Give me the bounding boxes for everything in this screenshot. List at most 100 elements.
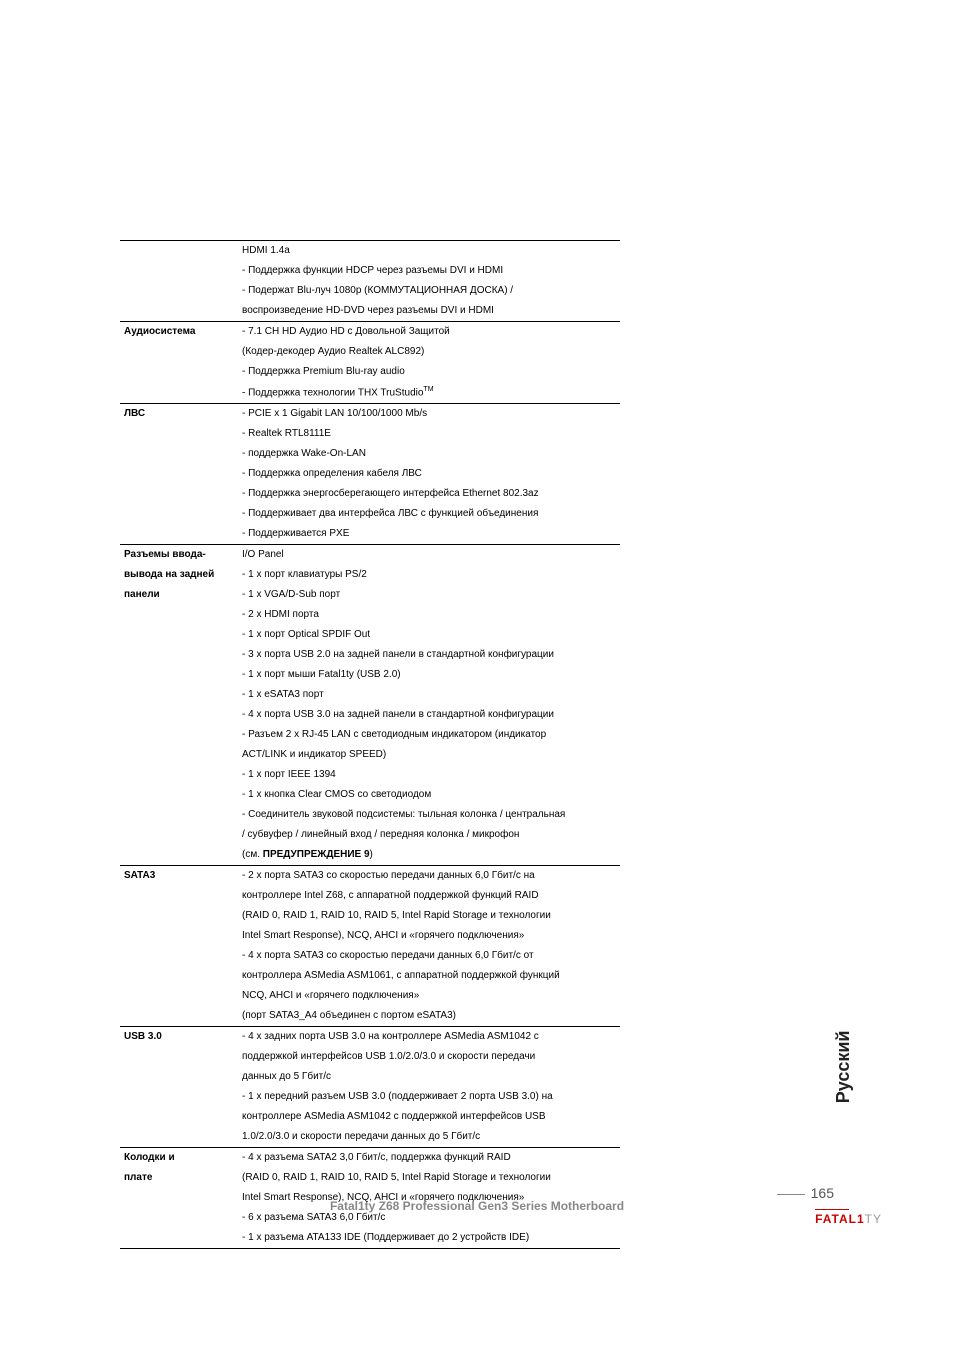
spec-row: - 4 x порта SATA3 со скоростью передачи … (120, 946, 620, 966)
spec-label (120, 685, 238, 705)
spec-row: - Поддержка энергосберегающего интерфейс… (120, 484, 620, 504)
spec-value: контроллере Intel Z68, с аппаратной подд… (238, 886, 620, 906)
spec-label (120, 1228, 238, 1249)
spec-value: поддержкой интерфейсов USB 1.0/2.0/3.0 и… (238, 1047, 620, 1067)
spec-row: контроллере ASMedia ASM1042 с поддержкой… (120, 1107, 620, 1127)
spec-row: - 1 x передний разъем USB 3.0 (поддержив… (120, 1087, 620, 1107)
spec-row: - Соединитель звуковой подсистемы: тыльн… (120, 805, 620, 825)
spec-label (120, 926, 238, 946)
spec-label (120, 986, 238, 1006)
spec-value: контроллера ASMedia ASM1061, с аппаратно… (238, 966, 620, 986)
spec-label (120, 1127, 238, 1148)
spec-value: - 1 x порт IEEE 1394 (238, 765, 620, 785)
spec-value: - 4 x разъема SATA2 3,0 Гбит/с, поддержк… (238, 1148, 620, 1169)
spec-value: - Realtek RTL8111E (238, 424, 620, 444)
logo-accent-line (815, 1209, 849, 1210)
spec-value: I/O Panel (238, 545, 620, 566)
brand-logo: FATAL1TY (815, 1209, 882, 1226)
spec-value: - 1 x eSATA3 порт (238, 685, 620, 705)
spec-label (120, 906, 238, 926)
spec-row: (Кодер-декодер Аудио Realtek ALC892) (120, 342, 620, 362)
spec-label: SATA3 (120, 866, 238, 887)
spec-row: вывода на задней- 1 x порт клавиатуры PS… (120, 565, 620, 585)
spec-label (120, 665, 238, 685)
spec-value: - 2 x порта SATA3 со скоростью передачи … (238, 866, 620, 887)
spec-row: - 1 x кнопка Clear CMOS со светодиодом (120, 785, 620, 805)
spec-table: HDMI 1.4a- Поддержка функции HDCP через … (120, 240, 620, 1249)
spec-value: - 7.1 CH HD Аудио HD с Довольной Защитой (238, 322, 620, 343)
spec-label (120, 785, 238, 805)
spec-row: контроллере Intel Z68, с аппаратной подд… (120, 886, 620, 906)
spec-value: (RAID 0, RAID 1, RAID 10, RAID 5, Intel … (238, 906, 620, 926)
spec-value: - 1 x порт Optical SPDIF Out (238, 625, 620, 645)
spec-row: USB 3.0- 4 x задних порта USB 3.0 на кон… (120, 1027, 620, 1048)
spec-value: - 1 x порт мыши Fatal1ty (USB 2.0) (238, 665, 620, 685)
spec-label (120, 886, 238, 906)
spec-value: / субвуфер / линейный вход / передняя ко… (238, 825, 620, 845)
spec-value: - 1 x передний разъем USB 3.0 (поддержив… (238, 1087, 620, 1107)
spec-value: - 1 x порт клавиатуры PS/2 (238, 565, 620, 585)
logo-text-1: 1 (857, 1212, 865, 1226)
spec-label (120, 484, 238, 504)
spec-value: - Поддерживается PXE (238, 524, 620, 545)
spec-label (120, 281, 238, 301)
spec-value: - 4 x порта SATA3 со скоростью передачи … (238, 946, 620, 966)
spec-value: - 1 x кнопка Clear CMOS со светодиодом (238, 785, 620, 805)
language-sidebar-label: Русский (834, 1031, 855, 1104)
spec-value: - 3 x порта USB 2.0 на задней панели в с… (238, 645, 620, 665)
spec-row: / субвуфер / линейный вход / передняя ко… (120, 825, 620, 845)
spec-value: - Поддержка функции HDCP через разъемы D… (238, 261, 620, 281)
spec-label (120, 241, 238, 262)
spec-row: - Разъем 2 x RJ-45 LAN с светодиодным ин… (120, 725, 620, 745)
spec-label (120, 825, 238, 845)
spec-row: HDMI 1.4a (120, 241, 620, 262)
spec-row: - 1 x порт Optical SPDIF Out (120, 625, 620, 645)
spec-value: - Разъем 2 x RJ-45 LAN с светодиодным ин… (238, 725, 620, 745)
spec-row: - 1 x eSATA3 порт (120, 685, 620, 705)
spec-row: поддержкой интерфейсов USB 1.0/2.0/3.0 и… (120, 1047, 620, 1067)
spec-row: (RAID 0, RAID 1, RAID 10, RAID 5, Intel … (120, 906, 620, 926)
spec-label: USB 3.0 (120, 1027, 238, 1048)
spec-row: - Поддержка Premium Blu-ray audio (120, 362, 620, 382)
spec-row: плате (RAID 0, RAID 1, RAID 10, RAID 5, … (120, 1168, 620, 1188)
spec-label (120, 1107, 238, 1127)
spec-row: воспроизведение HD-DVD через разъемы DVI… (120, 301, 620, 322)
footer: Fatal1ty Z68 Professional Gen3 Series Mo… (0, 1197, 954, 1215)
spec-row: - 1 x порт IEEE 1394 (120, 765, 620, 785)
spec-row: (см. ПРЕДУПРЕЖДЕНИЕ 9) (120, 845, 620, 866)
spec-label: плате (120, 1168, 238, 1188)
spec-row: - 4 x порта USB 3.0 на задней панели в с… (120, 705, 620, 725)
spec-value: - PCIE x 1 Gigabit LAN 10/100/1000 Mb/s (238, 404, 620, 425)
spec-row: - поддержка Wake-On-LAN (120, 444, 620, 464)
spec-value: - Соединитель звуковой подсистемы: тыльн… (238, 805, 620, 825)
spec-label: Колодки и (120, 1148, 238, 1169)
spec-row: - 1 x порт мыши Fatal1ty (USB 2.0) (120, 665, 620, 685)
spec-row: - 1 x разъема ATA133 IDE (Поддерживает д… (120, 1228, 620, 1249)
spec-label: панели (120, 585, 238, 605)
spec-row: панели- 1 x VGA/D-Sub порт (120, 585, 620, 605)
spec-label (120, 1047, 238, 1067)
spec-row: - Подержат Blu-луч 1080p (КОММУТАЦИОННАЯ… (120, 281, 620, 301)
spec-row: Intel Smart Response), NCQ, AHCI и «горя… (120, 926, 620, 946)
spec-value: контроллере ASMedia ASM1042 с поддержкой… (238, 1107, 620, 1127)
spec-row: - Realtek RTL8111E (120, 424, 620, 444)
spec-label (120, 966, 238, 986)
spec-row: NCQ, AHCI и «горячего подключения» (120, 986, 620, 1006)
spec-value: HDMI 1.4a (238, 241, 620, 262)
spec-row: - 3 x порта USB 2.0 на задней панели в с… (120, 645, 620, 665)
spec-label (120, 765, 238, 785)
spec-label: Аудиосистема (120, 322, 238, 343)
spec-label (120, 725, 238, 745)
spec-value: ACT/LINK и индикатор SPEED) (238, 745, 620, 765)
spec-value: - Поддержка определения кабеля ЛВС (238, 464, 620, 484)
spec-value: - 1 x VGA/D-Sub порт (238, 585, 620, 605)
spec-row: - Поддержка определения кабеля ЛВС (120, 464, 620, 484)
spec-label (120, 1006, 238, 1027)
footer-title: Fatal1ty Z68 Professional Gen3 Series Mo… (330, 1199, 624, 1213)
spec-row: - 2 x HDMI порта (120, 605, 620, 625)
logo-text-fatal: FATAL (815, 1212, 857, 1226)
spec-row: Колодки и- 4 x разъема SATA2 3,0 Гбит/с,… (120, 1148, 620, 1169)
spec-row: Разъемы ввода-I/O Panel (120, 545, 620, 566)
spec-value: - 4 x задних порта USB 3.0 на контроллер… (238, 1027, 620, 1048)
spec-label (120, 342, 238, 362)
